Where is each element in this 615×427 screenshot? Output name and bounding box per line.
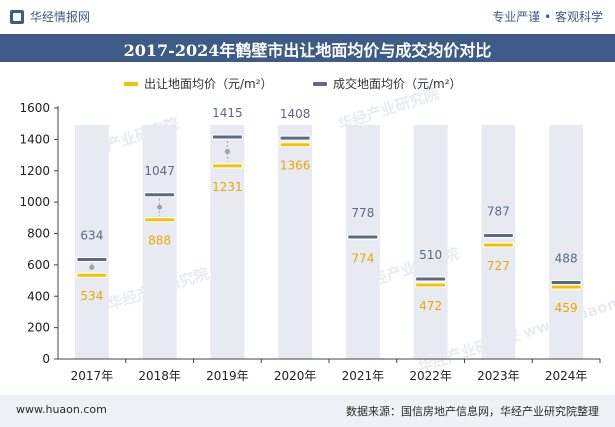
title-bar: 2017-2024年鹤壁市出让地面均价与成交均价对比 xyxy=(0,34,615,62)
deal-price-label: 1047 xyxy=(144,164,175,178)
deal-price-mark xyxy=(415,276,447,282)
x-tick-label: 2021年 xyxy=(342,369,385,383)
tagline: 专业严谨 • 客观科学 xyxy=(492,10,603,24)
connector-dot xyxy=(89,264,95,270)
column-background xyxy=(413,125,448,359)
deal-price-label: 778 xyxy=(351,206,374,220)
deal-price-mark xyxy=(482,233,514,239)
x-tick-label: 2017年 xyxy=(71,369,114,383)
y-tick-label: 1200 xyxy=(19,164,50,178)
y-tick-label: 200 xyxy=(27,321,50,335)
transfer-price-label: 1231 xyxy=(212,180,243,194)
legend-swatch-deal xyxy=(313,82,327,86)
deal-price-mark xyxy=(550,279,582,285)
transfer-price-label: 459 xyxy=(555,301,578,315)
y-tick-label: 1400 xyxy=(19,132,50,146)
transfer-price-label: 888 xyxy=(148,234,171,248)
column-background xyxy=(278,125,313,359)
column-background xyxy=(142,125,177,359)
footer-website: www.huaon.com xyxy=(16,403,107,416)
transfer-price-label: 727 xyxy=(487,259,510,273)
transfer-price-mark xyxy=(76,272,108,278)
brand-name: 华经情报网 xyxy=(30,10,91,24)
legend-label-deal: 成交地面均价（元/m²） xyxy=(333,76,462,91)
legend: 出让地面均价（元/m²） 成交地面均价（元/m²） xyxy=(124,76,462,91)
transfer-price-mark xyxy=(144,217,176,223)
brand-logo-icon xyxy=(10,9,24,24)
y-tick-label: 0 xyxy=(42,352,50,366)
x-tick-label: 2018年 xyxy=(138,369,181,383)
chart: 华经产业研究院华经产业研究院华经产业研究院华经产业研究院华经产业研究院 www.… xyxy=(19,76,615,383)
column-background xyxy=(345,125,380,359)
column-backgrounds xyxy=(74,125,584,359)
x-tick-label: 2020年 xyxy=(274,369,317,383)
y-tick-label: 1000 xyxy=(19,195,50,209)
deal-price-label: 787 xyxy=(487,205,510,219)
legend-swatch-transfer xyxy=(124,82,138,86)
legend-label-transfer: 出让地面均价（元/m²） xyxy=(144,77,273,91)
deal-price-mark xyxy=(76,257,108,263)
transfer-price-mark xyxy=(279,142,311,148)
brand: 华经情报网 xyxy=(10,8,90,25)
x-tick-label: 2022年 xyxy=(409,369,452,383)
deal-price-mark xyxy=(144,192,176,198)
top-bar: 华经情报网 专业严谨 • 客观科学 xyxy=(0,0,615,34)
marks: 634 534 1047 888 1415 1231 1408 1366 778 774 510 47… xyxy=(76,106,582,315)
y-tick-label: 400 xyxy=(27,289,50,303)
column-background xyxy=(481,125,516,359)
connector-dot xyxy=(224,148,230,154)
deal-price-label: 1408 xyxy=(280,107,311,121)
transfer-price-label: 774 xyxy=(351,252,374,266)
x-tick-label: 2024年 xyxy=(545,369,588,383)
deal-price-mark xyxy=(211,134,243,140)
deal-price-label: 634 xyxy=(80,229,103,243)
transfer-price-label: 472 xyxy=(419,299,442,313)
x-tick-label: 2023年 xyxy=(477,369,520,383)
connector-dot xyxy=(157,204,163,210)
deal-price-label: 510 xyxy=(419,248,442,262)
transfer-price-label: 534 xyxy=(80,289,103,303)
y-tick-label: 800 xyxy=(27,227,50,241)
footer-source: 数据来源：国信房地产信息网，华经产业研究院整理 xyxy=(346,405,599,418)
column-background xyxy=(74,125,109,359)
deal-price-mark xyxy=(347,234,379,240)
transfer-price-mark xyxy=(550,284,582,290)
x-tick-label: 2019年 xyxy=(206,369,249,383)
deal-price-label: 488 xyxy=(555,251,578,265)
column-background xyxy=(549,125,584,359)
transfer-price-label: 1366 xyxy=(280,159,311,173)
transfer-price-mark xyxy=(482,242,514,248)
y-tick-label: 600 xyxy=(27,258,50,272)
y-tick-label: 1600 xyxy=(19,101,50,115)
transfer-price-mark xyxy=(211,163,243,169)
chart-title: 2017-2024年鹤壁市出让地面均价与成交均价对比 xyxy=(123,41,492,60)
column-background xyxy=(210,125,245,359)
axes: 0 200 400 600 800 1000 1200 1400 1600 2017年 2018年 2… xyxy=(19,101,601,383)
transfer-price-mark xyxy=(415,282,447,288)
deal-price-mark xyxy=(279,135,311,141)
deal-price-label: 1415 xyxy=(212,106,243,120)
footer: www.huaon.com 数据来源：国信房地产信息网，华经产业研究院整理 xyxy=(0,395,615,427)
